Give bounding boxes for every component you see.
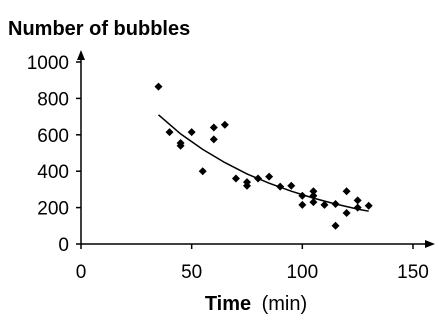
data-point <box>220 120 229 129</box>
x-tick-label: 50 <box>181 262 202 283</box>
y-tick-label: 600 <box>37 126 69 147</box>
x-tick-label: 150 <box>397 262 429 283</box>
data-point <box>254 174 263 183</box>
data-point <box>309 191 318 200</box>
data-point <box>331 221 340 230</box>
data-point <box>243 181 251 190</box>
data-point <box>342 209 351 218</box>
y-tick-label: 1000 <box>27 53 69 74</box>
y-tick-label: 0 <box>58 235 69 256</box>
data-point <box>176 141 185 150</box>
x-axis-label-name: Time <box>205 293 251 315</box>
y-axis-ticks: 0 200 400 600 800 1000 <box>27 53 81 256</box>
data-point <box>154 82 163 91</box>
axes <box>77 50 435 248</box>
data-point <box>198 167 207 176</box>
data-point <box>353 196 362 205</box>
data-point <box>298 200 307 209</box>
data-point <box>353 203 362 212</box>
data-points <box>154 82 373 230</box>
data-point <box>309 198 318 207</box>
data-point <box>331 199 340 208</box>
data-point <box>209 135 218 144</box>
data-point <box>320 200 329 209</box>
y-axis-label: Number of bubbles <box>8 18 190 40</box>
data-point <box>276 182 285 191</box>
data-point <box>287 181 296 190</box>
data-point <box>298 191 307 200</box>
data-point <box>364 201 373 210</box>
data-point <box>187 128 196 137</box>
x-axis-ticks: 0 50 100 150 <box>76 244 429 283</box>
x-axis-arrowhead <box>425 240 435 248</box>
x-tick-label: 0 <box>76 262 87 283</box>
data-point <box>209 123 218 132</box>
data-point <box>265 172 274 181</box>
trendline <box>158 114 369 212</box>
y-tick-label: 200 <box>37 199 69 220</box>
x-axis-label-unit: (min) <box>262 293 308 315</box>
data-point <box>342 187 351 196</box>
y-tick-label: 800 <box>37 89 69 110</box>
x-axis-label: Time (min) <box>205 293 307 315</box>
data-point <box>231 174 240 183</box>
y-axis-arrowhead <box>77 50 85 60</box>
data-point <box>165 128 174 137</box>
data-point <box>309 187 318 196</box>
x-tick-label: 100 <box>286 262 318 283</box>
y-tick-label: 400 <box>37 162 69 183</box>
